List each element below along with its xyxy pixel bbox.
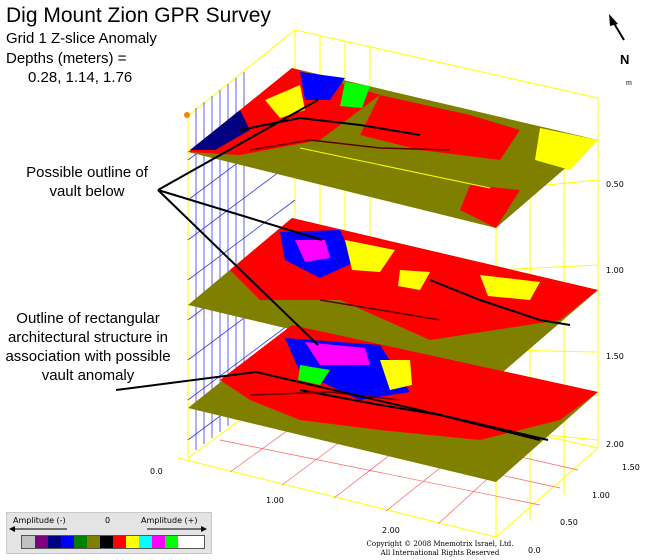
legend-swatch (191, 536, 204, 548)
legend-swatch (22, 536, 35, 548)
depth-tick: 0.50 (606, 180, 624, 189)
rights-line: All International Rights Reserved (380, 549, 500, 557)
legend-swatch (74, 536, 87, 548)
legend-swatch (61, 536, 74, 548)
depths-label: Depths (meters) = (6, 50, 127, 67)
annotation-structure: Outline of rectangular architectural str… (5, 310, 171, 384)
north-arrow-icon (609, 14, 625, 41)
legend-swatch (139, 536, 152, 548)
copyright-notice: Copyright © 2008 Mnemotrix Israel, Ltd. … (340, 540, 540, 558)
unit-label: m (626, 80, 632, 87)
y-tick: 0.50 (560, 518, 578, 527)
y-tick: 1.00 (592, 491, 610, 500)
legend-swatch (87, 536, 100, 548)
x-tick: 1.00 (266, 496, 284, 505)
slice-middle (188, 218, 598, 378)
legend-left-label: Amplitude (-) (13, 516, 66, 525)
legend-arrows (9, 526, 207, 532)
legend-swatch (126, 536, 139, 548)
north-label: N (620, 52, 630, 67)
x-tick: 2.00 (382, 526, 400, 535)
legend-swatch (100, 536, 113, 548)
legend-swatch (178, 536, 191, 548)
legend-swatch (48, 536, 61, 548)
annotation-vault: Possible outline of vault below (26, 164, 148, 200)
copyright-line: Copyright © 2008 Mnemotrix Israel, Ltd. (366, 540, 514, 548)
y-tick: 1.50 (622, 463, 640, 472)
legend-swatch (35, 536, 48, 548)
slice-top (188, 68, 598, 228)
origin-marker (184, 112, 190, 118)
chart-title: Dig Mount Zion GPR Survey (6, 4, 271, 27)
chart-subtitle: Grid 1 Z-slice Anomaly (6, 30, 157, 47)
depth-tick: 1.00 (606, 266, 624, 275)
y-tick: 0.0 (528, 546, 541, 555)
legend-swatch (152, 536, 165, 548)
legend-swatch (165, 536, 178, 548)
depths-values: 0.28, 1.14, 1.76 (28, 69, 133, 86)
x-tick: 0.0 (150, 467, 163, 476)
annotation-arrows (115, 99, 549, 441)
depth-tick: 1.50 (606, 352, 624, 361)
legend-center-label: 0 (105, 516, 111, 525)
legend-color-bar (21, 535, 205, 549)
legend-swatch (113, 536, 126, 548)
amplitude-legend: Amplitude (-) 0 Amplitude (+) (6, 512, 212, 554)
depth-tick: 2.00 (606, 440, 624, 449)
legend-right-label: Amplitude (+) (141, 516, 198, 525)
